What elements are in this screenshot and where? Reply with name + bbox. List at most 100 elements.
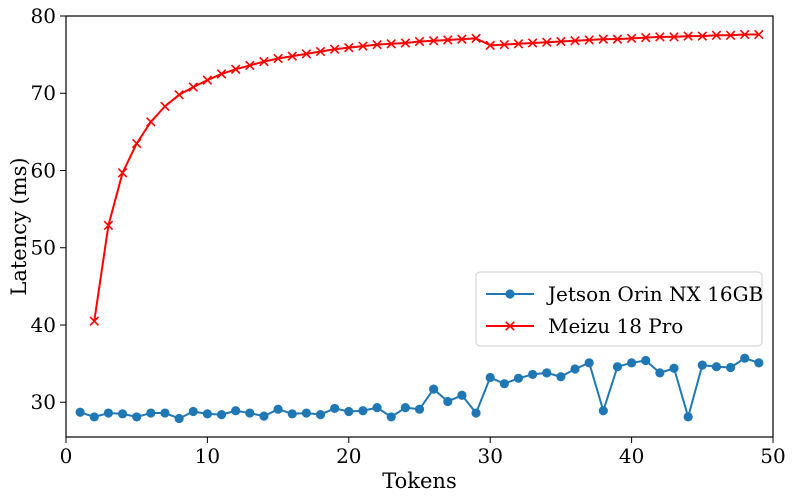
data-point [711,30,722,41]
data-point [754,29,764,40]
data-point [655,32,665,42]
data-point [329,44,340,54]
data-point [457,390,467,400]
data-point [216,69,227,79]
data-point [541,37,552,48]
legend-box [475,271,763,347]
data-point [556,36,566,47]
data-point [174,90,184,100]
data-point [499,39,510,50]
data-point [711,362,722,372]
x-tick-label: 40 [619,444,644,468]
data-point [174,413,184,424]
data-point [160,408,170,418]
legend: Jetson Orin NX 16GB Meizu 18 Pro [475,271,763,347]
data-point [301,408,311,418]
series-1 [89,29,764,326]
data-point [386,412,396,422]
data-point [245,60,255,71]
data-point [626,33,637,44]
y-tick-label: 40 [31,313,56,337]
data-point [598,34,609,44]
data-point [443,35,453,45]
data-point [429,384,439,394]
data-point [528,369,538,380]
data-point [372,403,382,413]
data-point [414,404,425,414]
data-point [287,51,298,61]
y-tick-label: 60 [31,158,56,182]
legend-label: Jetson Orin NX 16GB [546,282,763,306]
data-point [103,220,114,231]
legend-label: Meizu 18 Pro [548,314,683,338]
data-point [640,32,651,43]
data-point [372,39,382,50]
data-point [471,33,481,44]
x-axis-label: Tokens [382,469,456,493]
data-point [188,82,199,92]
data-point [344,42,354,53]
data-point [570,35,580,46]
data-point [513,39,524,49]
x-tick-label: 50 [760,444,785,468]
x-tick-label: 0 [60,444,73,468]
data-point [570,364,580,374]
data-point [301,49,312,59]
data-point [725,30,736,41]
data-point [132,412,142,422]
data-point [740,353,750,363]
data-point [697,31,708,41]
data-point [725,362,736,373]
data-point [230,64,241,75]
data-point [103,408,114,418]
data-point [612,34,623,44]
data-point [428,35,439,46]
y-tick-label: 70 [31,81,56,105]
data-point [400,403,410,413]
data-point [160,101,170,112]
data-point [485,372,495,383]
data-point [414,36,425,47]
data-point [598,406,608,416]
data-point [683,412,693,422]
data-point [117,409,128,419]
y-tick-label: 80 [31,4,56,28]
data-point [556,372,566,382]
data-point [146,117,156,127]
data-point [683,31,693,41]
y-tick-label: 30 [31,390,56,414]
data-point [457,34,467,44]
data-point [273,404,283,414]
data-point [641,355,651,366]
data-point [231,406,241,416]
data-point [739,29,750,40]
data-point [89,316,100,326]
data-point [754,358,764,368]
series-0 [75,353,764,424]
data-point [202,75,213,85]
data-point [188,406,198,417]
data-point [344,406,354,417]
data-point [358,41,368,51]
data-point [655,368,665,378]
data-point [75,407,85,417]
legend-marker [505,289,515,299]
data-point [315,46,326,57]
data-point [542,368,552,378]
data-point [202,409,212,419]
y-axis-label: Latency (ms) [7,157,31,295]
data-point [117,168,128,178]
axes-frame [65,15,774,438]
data-point [443,396,453,407]
data-point [273,53,283,64]
data-point [330,403,340,414]
data-point [584,358,594,368]
data-point [315,409,326,420]
data-point [669,32,679,42]
data-point [386,39,396,49]
data-point [216,409,227,420]
data-point [513,373,524,383]
data-point [131,138,142,149]
y-tick-label: 50 [31,236,56,260]
